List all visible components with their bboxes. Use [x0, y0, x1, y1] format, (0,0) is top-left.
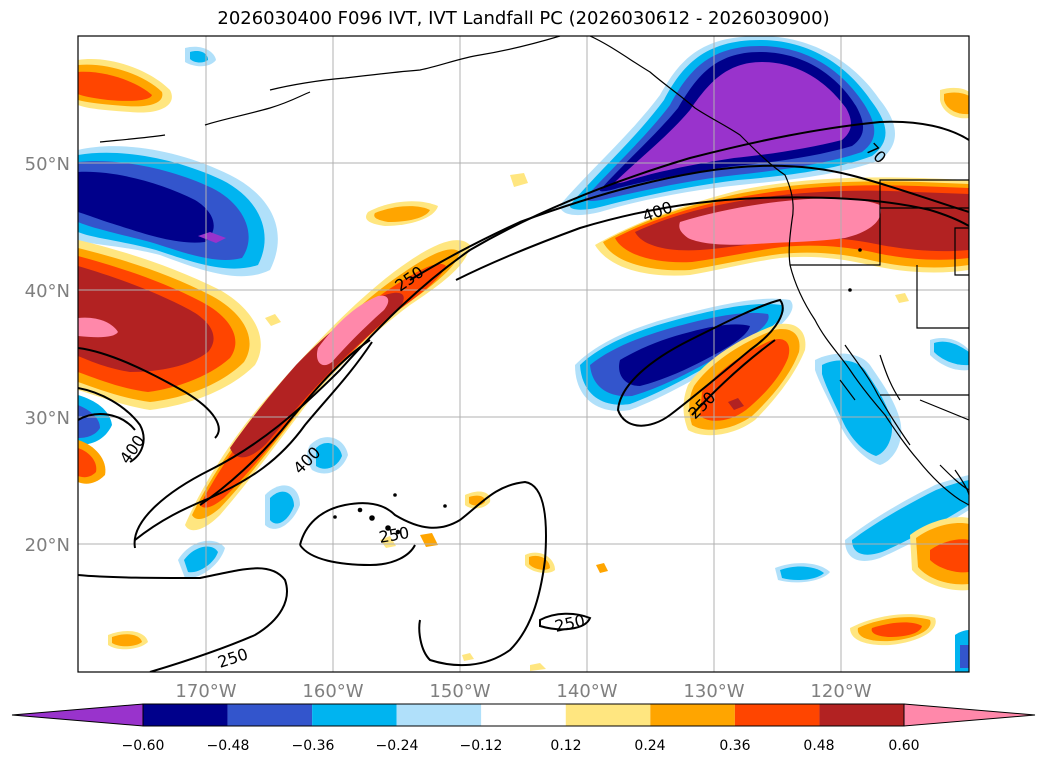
- lon-tick-label: 120°W: [810, 681, 871, 702]
- colorbar: [11, 703, 1036, 727]
- colorbar-segment: [312, 704, 397, 726]
- colorbar-tick-label: 0.12: [550, 738, 581, 754]
- colorbar-segment: [143, 704, 228, 726]
- lat-tick-label: 20°N: [25, 535, 70, 556]
- colorbar-frame: [142, 703, 905, 727]
- colorbar-segment: [396, 704, 482, 726]
- colorbar-tick-label: 0.60: [888, 738, 919, 754]
- colorbar-tick-label: −0.60: [122, 738, 165, 754]
- colorbar-segment: [819, 704, 904, 726]
- colorbar-tick-label: 0.24: [634, 738, 665, 754]
- colorbar-segment: [227, 704, 313, 726]
- colorbar-segment: [650, 704, 735, 726]
- colorbar-extend-max: [903, 703, 1036, 727]
- colorbar-segment: [481, 704, 566, 726]
- coastlines: [99, 36, 969, 506]
- latitude-tick-labels: 50°N 40°N 30°N 20°N: [25, 154, 70, 556]
- colorbar-tick-label: 0.48: [803, 738, 834, 754]
- colorbar-segment: [565, 704, 651, 726]
- colorbar-tick-label: −0.48: [207, 738, 250, 754]
- colorbar-tick-label: 0.36: [719, 738, 750, 754]
- lon-tick-label: 130°W: [683, 681, 744, 702]
- map-title: 2026030400 F096 IVT, IVT Landfall PC (20…: [217, 8, 830, 29]
- longitude-tick-labels: 170°W 160°W 150°W 140°W 130°W 120°W: [175, 681, 871, 702]
- gridlines: [78, 36, 969, 672]
- islands: [333, 248, 862, 535]
- lon-tick-label: 170°W: [175, 681, 236, 702]
- ivt-contours: [78, 120, 969, 672]
- colorbar-tick-labels: −0.60 −0.48 −0.36 −0.24 −0.12 0.12 0.24 …: [122, 738, 920, 754]
- colorbar-segment: [734, 704, 820, 726]
- colorbar-tick-label: −0.24: [376, 738, 419, 754]
- colorbar-tick-label: −0.12: [460, 738, 503, 754]
- lon-tick-label: 150°W: [429, 681, 490, 702]
- lon-tick-label: 140°W: [556, 681, 617, 702]
- map-frame: [77, 35, 970, 673]
- lat-tick-label: 40°N: [25, 281, 70, 302]
- lat-tick-label: 30°N: [25, 408, 70, 429]
- lon-tick-label: 160°W: [302, 681, 363, 702]
- colorbar-tick-label: −0.36: [292, 738, 335, 754]
- colorbar-extend-min: [11, 703, 144, 727]
- lat-tick-label: 50°N: [25, 154, 70, 175]
